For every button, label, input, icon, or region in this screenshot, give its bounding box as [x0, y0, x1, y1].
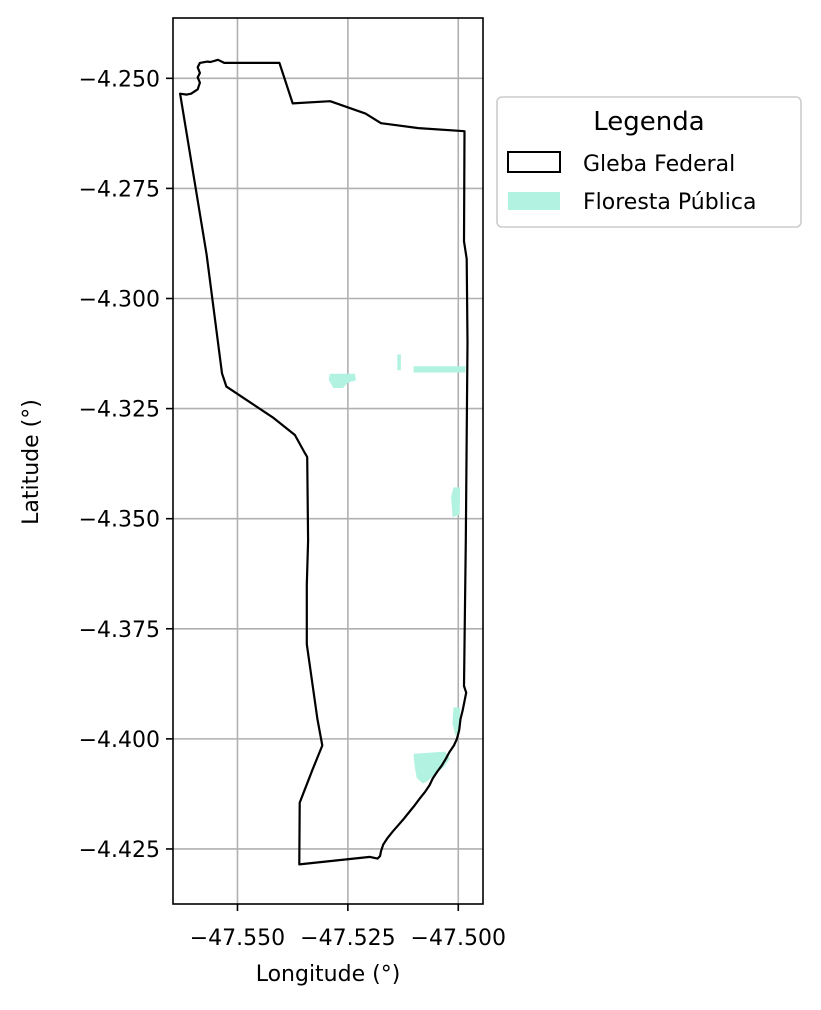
x-tick-label: −47.500 — [411, 926, 506, 951]
y-tick-label: −4.250 — [79, 67, 160, 92]
x-axis-label: Longitude (°) — [256, 962, 401, 987]
legend: Legenda Gleba Federal Floresta Pública — [496, 96, 802, 228]
floresta-publica-layer — [328, 354, 466, 784]
y-tick-label: −4.300 — [79, 288, 160, 313]
floresta-publica-patch-1 — [328, 373, 356, 388]
x-tick-label: −47.550 — [190, 926, 285, 951]
floresta-publica-patch-2 — [413, 366, 466, 373]
y-tick-label: −4.425 — [79, 838, 160, 863]
legend-swatch-floresta-publica — [508, 192, 560, 210]
legend-title: Legenda — [593, 107, 704, 137]
y-tick-label: −4.325 — [79, 398, 160, 423]
gleba-federal-boundary — [179, 58, 469, 866]
legend-swatch-gleba-federal — [507, 151, 561, 173]
floresta-publica-patch-3 — [397, 354, 401, 371]
y-tick-label: −4.400 — [79, 728, 160, 753]
x-tick-label: −47.525 — [300, 926, 395, 951]
floresta-publica-patch-4 — [451, 487, 461, 518]
grid-lines — [173, 18, 483, 904]
y-tick-label: −4.375 — [79, 618, 160, 643]
legend-label-gleba-federal: Gleba Federal — [583, 152, 735, 177]
legend-box — [496, 96, 802, 228]
legend-label-floresta-publica: Floresta Pública — [583, 190, 756, 215]
y-tick-label: −4.350 — [79, 508, 160, 533]
axis-ticks: −47.550 −47.525 −47.500 −4.250 −4.275 −4.300 −… — [79, 67, 506, 951]
floresta-publica-patch-5 — [452, 707, 461, 736]
axes-frame — [172, 17, 484, 905]
y-tick-label: −4.275 — [79, 177, 160, 202]
gleba-federal-layer — [179, 58, 469, 866]
y-axis-label: Latitude (°) — [19, 399, 44, 525]
